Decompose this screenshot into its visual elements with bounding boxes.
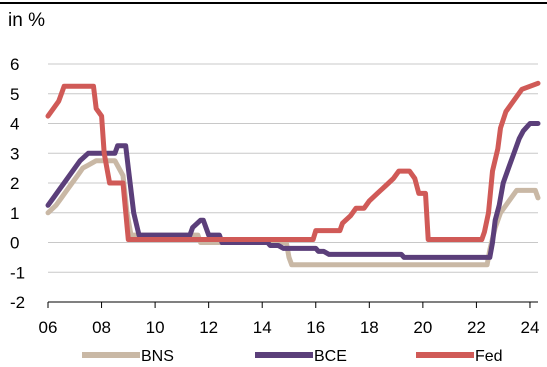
legend-label-bns: BNS [141,348,174,365]
y-tick-label: -1 [10,263,25,282]
x-tick-label: 18 [360,318,379,337]
x-tick-label: 16 [306,318,325,337]
y-tick-label: 6 [10,55,19,74]
y-tick-label: 0 [10,234,19,253]
y-tick-label: 3 [10,144,19,163]
x-tick-label: 20 [413,318,432,337]
y-tick-label: 4 [10,115,19,134]
top-rule [0,2,547,4]
x-tick-label: 24 [521,318,540,337]
y-tick-label: 1 [10,204,19,223]
y-tick-label: -2 [10,293,25,312]
series-line-fed [45,80,541,242]
y-tick-label: 5 [10,85,19,104]
x-tick-label: 12 [199,318,218,337]
x-tick-label: 22 [467,318,486,337]
legend-label-bce: BCE [314,348,347,365]
x-tick-label: 10 [146,318,165,337]
x-tick-label: 06 [39,318,58,337]
legend-label-fed: Fed [475,348,503,365]
unit-label: in % [8,10,45,31]
x-tick-label: 14 [253,318,272,337]
series-line-bce [45,121,541,260]
y-tick-label: 2 [10,174,19,193]
x-tick-label: 08 [92,318,111,337]
